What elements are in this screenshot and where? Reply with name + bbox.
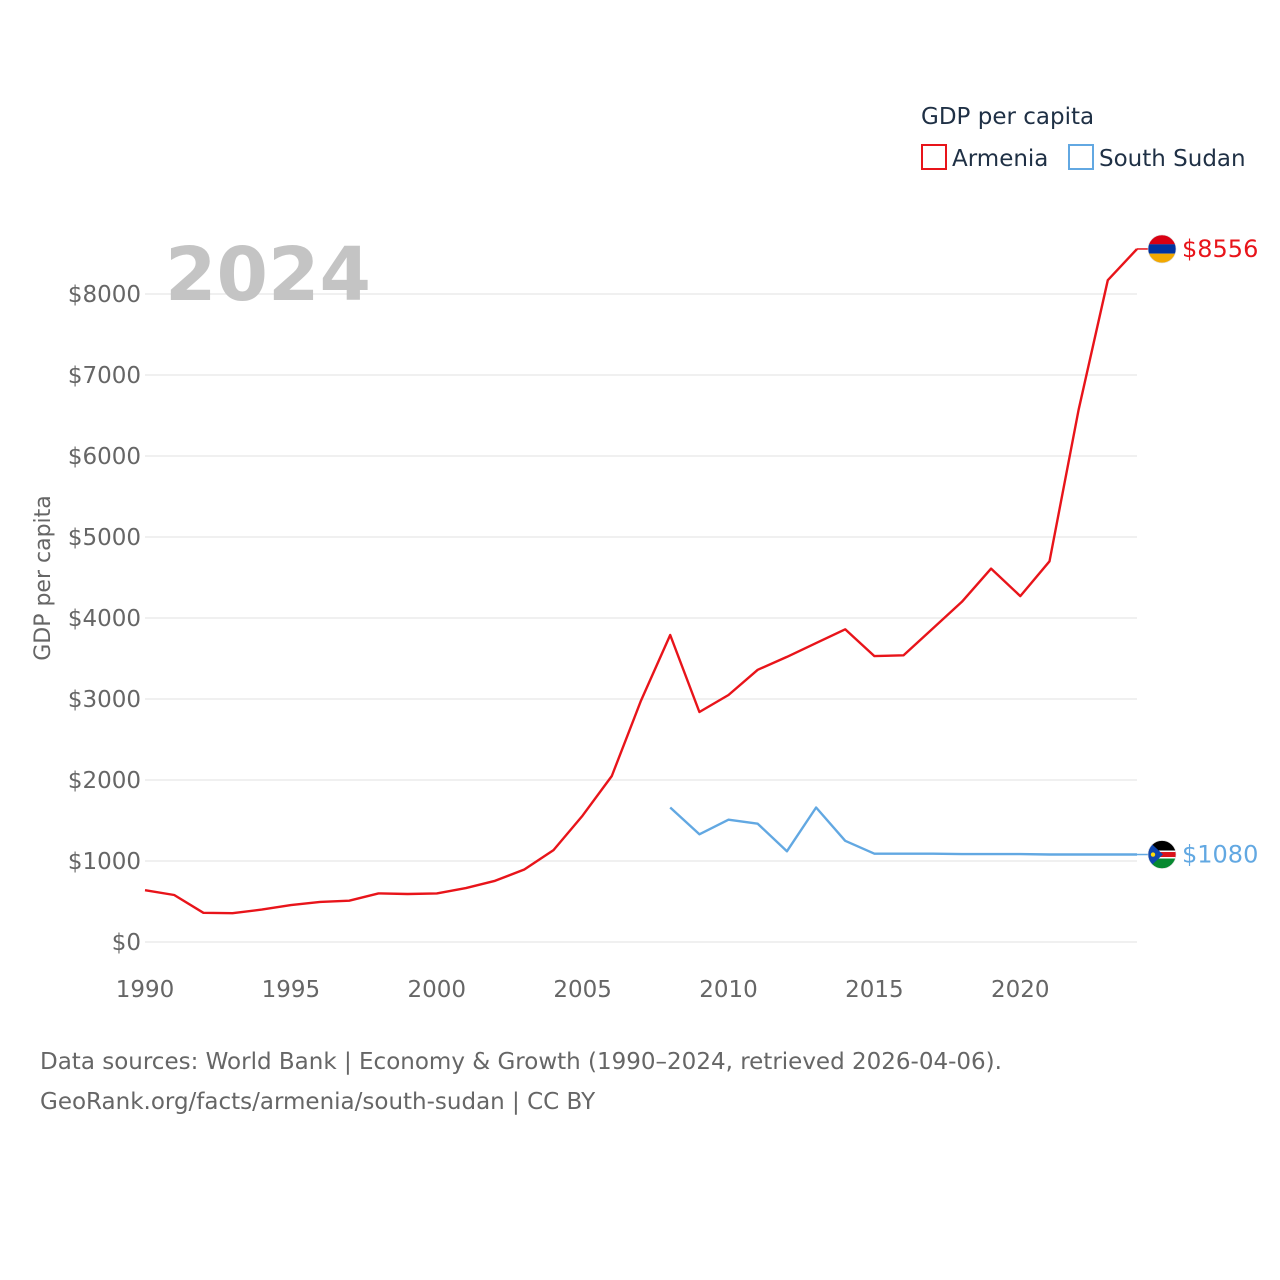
legend-label: South Sudan bbox=[1099, 146, 1246, 172]
south-sudan-line bbox=[669, 806, 1137, 856]
x-axis-ticks: 1990 1995 2000 2005 2010 2015 2020 bbox=[116, 977, 1050, 1003]
legend-swatch bbox=[1068, 144, 1094, 170]
armenia-line bbox=[144, 248, 1138, 915]
armenia-end-value: $8556 bbox=[1182, 235, 1258, 263]
x-tick-label: 2000 bbox=[407, 977, 466, 1003]
legend-item-armenia: Armenia bbox=[921, 144, 1048, 172]
y-tick-label: $6000 bbox=[68, 444, 141, 470]
x-tick-label: 1995 bbox=[262, 977, 321, 1003]
south-sudan-flag-icon bbox=[1147, 840, 1177, 869]
legend: GDP per capita Armenia South Sudan bbox=[921, 104, 1246, 172]
x-tick-label: 1990 bbox=[116, 977, 175, 1003]
x-tick-label: 2015 bbox=[845, 977, 904, 1003]
y-tick-label: $8000 bbox=[68, 282, 141, 308]
y-tick-label: $3000 bbox=[68, 687, 141, 713]
y-tick-label: $0 bbox=[112, 930, 141, 956]
grid-layer bbox=[145, 293, 1137, 943]
current-year-label: 2024 bbox=[165, 232, 371, 318]
x-tick-label: 2020 bbox=[991, 977, 1050, 1003]
y-axis-ticks: $0 $1000 $2000 $3000 $4000 $5000 $6000 $7000 $80… bbox=[68, 282, 141, 956]
y-tick-label: $5000 bbox=[68, 525, 141, 551]
footer-sources: Data sources: World Bank | Economy & Gro… bbox=[40, 1049, 1002, 1075]
series-layer: $8556 $1080 bbox=[144, 234, 1258, 915]
armenia-series: $8556 bbox=[144, 234, 1258, 915]
x-tick-label: 2010 bbox=[699, 977, 758, 1003]
legend-item-south-sudan: South Sudan bbox=[1068, 144, 1246, 172]
armenia-flag-icon bbox=[1147, 234, 1177, 264]
legend-title: GDP per capita bbox=[921, 104, 1094, 130]
x-tick-label: 2005 bbox=[553, 977, 612, 1003]
south-sudan-end-value: $1080 bbox=[1182, 841, 1258, 869]
y-tick-label: $4000 bbox=[68, 606, 141, 632]
y-tick-label: $1000 bbox=[68, 849, 141, 875]
footer-attribution: GeoRank.org/facts/armenia/south-sudan | … bbox=[40, 1089, 596, 1115]
legend-swatch bbox=[921, 144, 947, 170]
legend-items: Armenia South Sudan bbox=[921, 144, 1246, 172]
y-tick-label: $7000 bbox=[68, 363, 141, 389]
south-sudan-series: $1080 bbox=[669, 806, 1258, 869]
y-tick-label: $2000 bbox=[68, 768, 141, 794]
legend-label: Armenia bbox=[952, 146, 1048, 172]
y-axis-label: GDP per capita bbox=[31, 495, 56, 661]
footer: Data sources: World Bank | Economy & Gro… bbox=[40, 1042, 1002, 1122]
